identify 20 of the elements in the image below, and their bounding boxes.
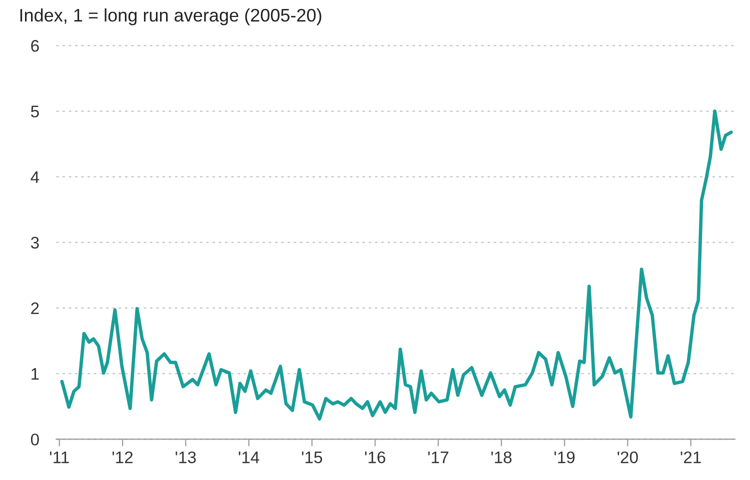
x-tick-label: '12 — [112, 451, 133, 464]
x-tick-label: '11 — [50, 452, 69, 464]
y-tick-label: 6 — [31, 40, 39, 52]
x-tick-label: '21 — [680, 451, 701, 464]
y-tick-label: 4 — [30, 171, 40, 183]
line-series — [60, 110, 733, 421]
y-tick-label: 3 — [30, 236, 39, 249]
x-tick-label: '14 — [238, 452, 260, 464]
x-tick-label: '20 — [618, 451, 638, 464]
y-tick-label: 1 — [32, 368, 39, 380]
x-tick-label: '19 — [554, 451, 575, 464]
x-tick-label: '15 — [302, 452, 322, 464]
y-tick-label: 0 — [30, 434, 39, 446]
y-tick-label: 5 — [30, 106, 39, 118]
x-tick-label: '17 — [428, 452, 448, 464]
chart-subtitle: Index, 1 = long run average (2005-20) — [20, 8, 322, 26]
x-tick-label: '16 — [365, 451, 386, 464]
x-tick-label: '13 — [176, 451, 196, 464]
y-tick-label: 2 — [31, 302, 39, 314]
x-tick-label: '18 — [491, 451, 512, 464]
